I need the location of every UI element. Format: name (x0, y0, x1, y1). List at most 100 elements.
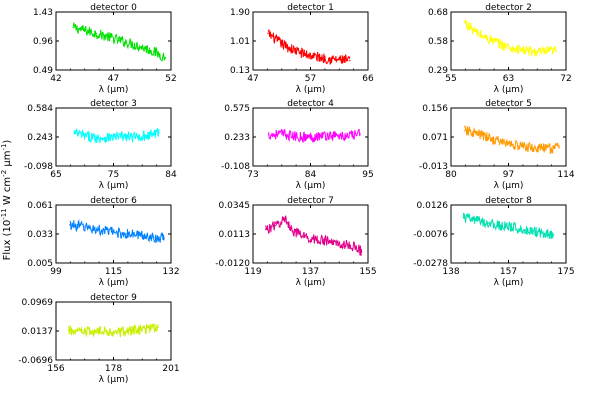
data-point (280, 133, 283, 135)
x-tick-label: 178 (105, 364, 122, 374)
detector-panel-6: detector 6 99 115 132 0.005 0.033 0.061 λ (μm) (27, 196, 179, 288)
y-tick-label: 0.033 (27, 230, 53, 240)
x-tick-label: 132 (162, 267, 179, 277)
data-point (276, 40, 279, 42)
y-axis-label: Flux (10-11 W cm-2 μm-1) (0, 140, 13, 261)
data-point (475, 219, 477, 222)
data-point (158, 131, 160, 133)
data-point (93, 330, 96, 333)
data-point (267, 133, 270, 136)
y-tick-label: -0.013 (419, 162, 448, 172)
data-point (164, 56, 167, 59)
data-point (462, 216, 465, 219)
axes-frame (450, 11, 567, 71)
data-point (144, 327, 147, 330)
panel-title: detector 1 (287, 3, 334, 13)
data-point (83, 225, 85, 228)
x-tick-label: 57 (305, 74, 316, 84)
spectrum-line (267, 29, 351, 65)
data-point (463, 129, 466, 132)
data-point (477, 133, 479, 135)
panel-title: detector 0 (90, 3, 137, 13)
x-axis-label: λ (μm) (296, 278, 326, 288)
x-axis-label: λ (μm) (494, 278, 524, 288)
data-point (349, 59, 351, 62)
data-point (341, 243, 344, 246)
y-tick-label: 0.071 (422, 133, 448, 143)
data-point (138, 234, 141, 236)
spectrum-line (72, 22, 166, 62)
data-point (285, 45, 288, 48)
data-point (346, 135, 348, 138)
data-point (504, 141, 506, 144)
data-point (531, 147, 533, 149)
x-tick-label: 75 (108, 170, 119, 180)
data-point (512, 226, 514, 229)
data-point (284, 218, 286, 221)
x-tick-label: 137 (302, 267, 319, 277)
x-tick-label: 115 (105, 267, 122, 277)
data-point (131, 329, 134, 332)
detector-panel-1: detector 1 47 57 66 0.13 1.01 1.90 λ (μm) (230, 3, 374, 95)
data-point (524, 229, 527, 232)
x-tick-label: 156 (47, 364, 64, 374)
spectrum-line (73, 128, 160, 144)
data-point (72, 26, 75, 29)
detector-panels: detector 042 47 520.490.961.43λ (μm)detect… (18, 3, 575, 385)
y-tick-label: 0.061 (27, 201, 53, 211)
y-tick-label: 1.43 (33, 8, 53, 18)
data-point (307, 136, 309, 139)
x-axis-label: λ (μm) (296, 85, 326, 95)
panel-title: detector 9 (90, 293, 137, 303)
data-point (145, 134, 148, 137)
y-tick-label: -0.0278 (413, 259, 448, 269)
y-tick-label: 0.49 (33, 66, 53, 76)
x-tick-label: 97 (503, 170, 514, 180)
detector-panel-9: detector 9 156 178 201 -0.0696 0.0137 0.0969 λ … (18, 293, 179, 385)
data-point (267, 32, 269, 35)
data-point (316, 238, 318, 241)
data-point (487, 222, 490, 224)
data-point (494, 40, 496, 43)
detector-panel-2: detector 2 55 63 72 0.29 0.58 0.68 λ (μm) (428, 3, 572, 95)
x-tick-label: 95 (362, 170, 373, 180)
data-point (152, 236, 155, 238)
detector-panel-8: detector 8 138 157 175 -0.0278 -0.0076 0.0126 λ… (413, 196, 574, 288)
y-tick-label: -0.0120 (215, 259, 250, 269)
data-point (73, 132, 75, 134)
x-axis-label: λ (μm) (99, 181, 129, 191)
x-tick-label: 47 (247, 74, 258, 84)
data-point (499, 225, 502, 227)
data-point (558, 147, 561, 149)
data-point (109, 136, 112, 139)
data-point (274, 224, 277, 227)
panel-title: detector 2 (485, 3, 532, 13)
detector-panel-7: detector 7 119 137 155 -0.0120 0.0113 0.0345 λ … (215, 196, 376, 288)
x-axis-label: λ (μm) (296, 181, 326, 191)
y-tick-label: 0.0113 (219, 230, 251, 240)
y-tick-label: 0.243 (27, 133, 53, 143)
x-tick-label: 201 (162, 364, 179, 374)
detector-panel-0: detector 0 42 47 52 0.49 0.96 1.43 λ (μm) (33, 3, 177, 95)
x-axis-label: λ (μm) (494, 85, 524, 95)
data-point (157, 326, 160, 328)
y-tick-label: -0.098 (24, 162, 53, 172)
y-tick-label: 0.584 (27, 104, 53, 114)
detector-panel-4: detector 4 73 84 95 -0.108 0.233 0.575 λ (μm) (221, 99, 374, 191)
y-tick-label: 0.58 (428, 37, 448, 47)
x-tick-label: 66 (362, 74, 374, 84)
data-point (141, 46, 144, 48)
spectrum-line (68, 323, 159, 338)
data-point (80, 331, 83, 334)
spectrum-line (265, 215, 363, 256)
data-point (524, 49, 527, 52)
x-tick-label: 42 (50, 74, 61, 84)
y-tick-label: 0.0126 (417, 201, 449, 211)
spectrum-line (268, 128, 361, 144)
data-point (69, 223, 71, 226)
x-tick-label: 55 (445, 74, 456, 84)
data-point (555, 49, 557, 52)
x-tick-label: 99 (50, 267, 62, 277)
x-axis-label: λ (μm) (494, 181, 524, 191)
